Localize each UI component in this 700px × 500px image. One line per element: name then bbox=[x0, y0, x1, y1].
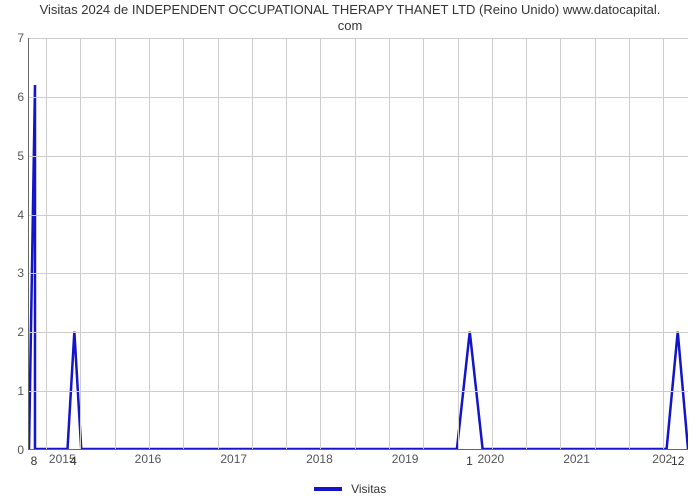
chart-title: Visitas 2024 de INDEPENDENT OCCUPATIONAL… bbox=[0, 2, 700, 33]
gridline-v bbox=[629, 38, 630, 449]
y-tick-label: 4 bbox=[4, 208, 24, 222]
legend-label: Visitas bbox=[351, 482, 386, 496]
data-label: 12 bbox=[671, 454, 684, 468]
gridline-h bbox=[29, 332, 688, 333]
gridline-v bbox=[46, 38, 47, 449]
legend-swatch bbox=[314, 487, 342, 491]
y-tick-label: 2 bbox=[4, 325, 24, 339]
data-label: 1 bbox=[466, 454, 473, 468]
gridline-v bbox=[355, 38, 356, 449]
data-label: 8 bbox=[31, 454, 38, 468]
x-tick-label: 2016 bbox=[135, 452, 162, 466]
gridline-v bbox=[115, 38, 116, 449]
gridline-v bbox=[320, 38, 321, 449]
gridline-v bbox=[663, 38, 664, 449]
gridline-h bbox=[29, 97, 688, 98]
title-line-1: Visitas 2024 de INDEPENDENT OCCUPATIONAL… bbox=[40, 2, 661, 17]
chart-container: { "chart": { "type": "line", "title_line… bbox=[0, 0, 700, 500]
x-tick-label: 2017 bbox=[220, 452, 247, 466]
gridline-v bbox=[423, 38, 424, 449]
plot-area bbox=[28, 38, 688, 450]
gridline-v bbox=[560, 38, 561, 449]
y-tick-label: 3 bbox=[4, 266, 24, 280]
gridline-h bbox=[29, 156, 688, 157]
gridline-v bbox=[149, 38, 150, 449]
gridline-v bbox=[183, 38, 184, 449]
y-tick-label: 0 bbox=[4, 443, 24, 457]
gridline-h bbox=[29, 391, 688, 392]
gridline-v bbox=[286, 38, 287, 449]
y-tick-label: 6 bbox=[4, 90, 24, 104]
x-tick-label: 2018 bbox=[306, 452, 333, 466]
line-series bbox=[29, 38, 688, 449]
gridline-v bbox=[80, 38, 81, 449]
y-tick-label: 5 bbox=[4, 149, 24, 163]
gridline-v bbox=[492, 38, 493, 449]
title-line-2: com bbox=[338, 18, 363, 33]
gridline-h bbox=[29, 215, 688, 216]
gridline-h bbox=[29, 38, 688, 39]
gridline-v bbox=[526, 38, 527, 449]
gridline-v bbox=[595, 38, 596, 449]
y-tick-label: 1 bbox=[4, 384, 24, 398]
data-label: 4 bbox=[70, 454, 77, 468]
gridline-v bbox=[252, 38, 253, 449]
gridline-v bbox=[389, 38, 390, 449]
x-tick-label: 202 bbox=[652, 452, 672, 466]
gridline-h bbox=[29, 273, 688, 274]
y-tick-label: 7 bbox=[4, 31, 24, 45]
x-tick-label: 2021 bbox=[563, 452, 590, 466]
x-tick-label: 2019 bbox=[392, 452, 419, 466]
gridline-v bbox=[458, 38, 459, 449]
x-tick-label: 2020 bbox=[477, 452, 504, 466]
legend: Visitas bbox=[0, 481, 700, 496]
gridline-v bbox=[218, 38, 219, 449]
